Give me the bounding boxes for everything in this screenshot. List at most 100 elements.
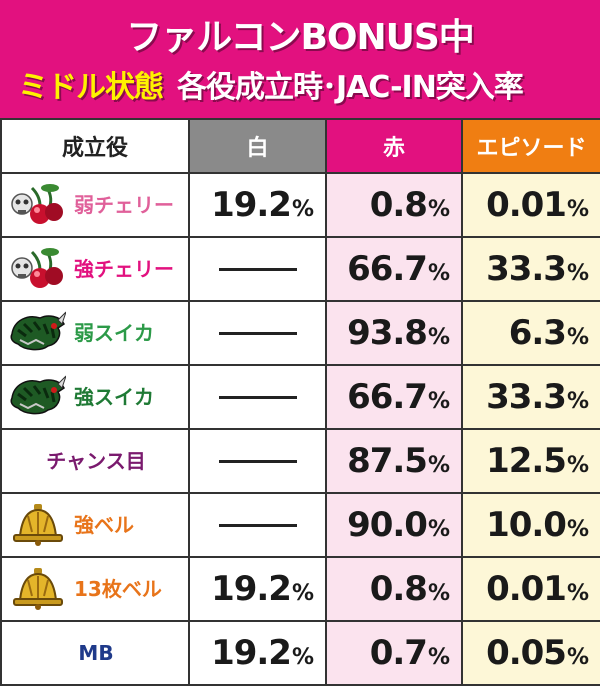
header-red: 赤 bbox=[325, 118, 463, 174]
bell-icon bbox=[10, 502, 66, 546]
rate-number: 0.8 bbox=[369, 569, 428, 609]
rate-number: 19.2 bbox=[211, 185, 292, 225]
percent-sign: % bbox=[566, 389, 589, 414]
table-row: 強スイカ 66.7% 33.3% bbox=[0, 364, 600, 430]
episode-rate-cell: 0.05% bbox=[461, 620, 600, 686]
rate-number: 0.05 bbox=[486, 633, 567, 673]
role-label: 強チェリー bbox=[74, 257, 174, 281]
episode-rate-cell: 33.3% bbox=[461, 364, 600, 430]
red-rate-value: 0.8% bbox=[328, 569, 460, 609]
rate-number: 0.8 bbox=[369, 185, 428, 225]
percent-sign: % bbox=[427, 261, 450, 286]
white-rate-cell bbox=[188, 428, 327, 494]
episode-rate-value: 0.01% bbox=[464, 185, 599, 225]
episode-rate-value: 33.3% bbox=[464, 377, 599, 417]
white-rate-cell: 19.2% bbox=[188, 556, 327, 622]
rate-number: 10.0 bbox=[486, 505, 567, 545]
role-cell: チャンス目 bbox=[0, 428, 190, 494]
role-label: MB bbox=[78, 641, 114, 665]
page-subtitle: ミドル状態 各役成立時･JAC-IN突入率 bbox=[18, 62, 598, 106]
percent-sign: % bbox=[427, 197, 450, 222]
percent-sign: % bbox=[427, 645, 450, 670]
state-label: ミドル状態 bbox=[18, 70, 164, 105]
table-row: 強ベル 90.0% 10.0% bbox=[0, 492, 600, 558]
percent-sign: % bbox=[427, 389, 450, 414]
rate-number: 90.0 bbox=[347, 505, 428, 545]
rate-number: 33.3 bbox=[486, 249, 567, 289]
percent-sign: % bbox=[566, 261, 589, 286]
rate-number: 0.01 bbox=[486, 569, 567, 609]
rate-number: 0.7 bbox=[369, 633, 428, 673]
percent-sign: % bbox=[566, 453, 589, 478]
white-rate-value: 19.2% bbox=[191, 633, 324, 673]
rate-number: 93.8 bbox=[347, 313, 428, 353]
episode-rate-value: 0.01% bbox=[464, 569, 599, 609]
red-rate-cell: 0.7% bbox=[325, 620, 463, 686]
cherry-icon bbox=[10, 246, 66, 290]
white-rate-cell bbox=[188, 364, 327, 430]
episode-rate-value: 0.05% bbox=[464, 633, 599, 673]
cherry-icon bbox=[10, 182, 66, 226]
percent-sign: % bbox=[566, 517, 589, 542]
header-role: 成立役 bbox=[0, 118, 190, 174]
white-rate-cell bbox=[188, 300, 327, 366]
table-row: チャンス目 87.5% 12.5% bbox=[0, 428, 600, 494]
role-cell: 強チェリー bbox=[0, 236, 190, 302]
watermelon-icon bbox=[10, 374, 67, 418]
episode-rate-value: 10.0% bbox=[464, 505, 599, 545]
red-rate-value: 0.7% bbox=[328, 633, 460, 673]
rate-number: 19.2 bbox=[211, 633, 292, 673]
role-label: チャンス目 bbox=[46, 449, 146, 473]
table-row: 強チェリー 66.7% 33.3% bbox=[0, 236, 600, 302]
dash-mark bbox=[218, 459, 297, 463]
episode-rate-value: 33.3% bbox=[464, 249, 599, 289]
role-label: 13枚ベル bbox=[74, 577, 162, 601]
table-row: 弱スイカ 93.8% 6.3% bbox=[0, 300, 600, 366]
role-cell: 13枚ベル bbox=[0, 556, 190, 622]
header-banner: ファルコンBONUS中 ミドル状態 各役成立時･JAC-IN突入率 bbox=[0, 0, 600, 118]
watermelon-icon bbox=[10, 310, 67, 354]
episode-rate-cell: 6.3% bbox=[461, 300, 600, 366]
percent-sign: % bbox=[291, 197, 314, 222]
role-label: 弱チェリー bbox=[74, 193, 174, 217]
role-label: 強スイカ bbox=[74, 385, 154, 409]
rate-number: 0.01 bbox=[486, 185, 567, 225]
red-rate-cell: 90.0% bbox=[325, 492, 463, 558]
episode-rate-cell: 10.0% bbox=[461, 492, 600, 558]
episode-rate-cell: 12.5% bbox=[461, 428, 600, 494]
red-rate-cell: 0.8% bbox=[325, 172, 463, 238]
role-cell: 弱チェリー bbox=[0, 172, 190, 238]
percent-sign: % bbox=[427, 325, 450, 350]
red-rate-value: 66.7% bbox=[328, 377, 460, 417]
rate-number: 87.5 bbox=[347, 441, 428, 481]
table-row: MB 19.2% 0.7% 0.05% bbox=[0, 620, 600, 686]
role-label: 弱スイカ bbox=[74, 321, 154, 345]
rate-number: 66.7 bbox=[347, 249, 428, 289]
percent-sign: % bbox=[566, 197, 589, 222]
table-row: 弱チェリー 19.2% 0.8% 0.01% bbox=[0, 172, 600, 238]
header-white: 白 bbox=[188, 118, 327, 174]
percent-sign: % bbox=[427, 453, 450, 478]
dash-mark bbox=[218, 523, 297, 527]
table-row: 13枚ベル 19.2% 0.8% 0.01% bbox=[0, 556, 600, 622]
role-cell: 強ベル bbox=[0, 492, 190, 558]
percent-sign: % bbox=[427, 581, 450, 606]
white-rate-cell: 19.2% bbox=[188, 620, 327, 686]
bell-icon bbox=[10, 566, 66, 610]
role-cell: 強スイカ bbox=[0, 364, 190, 430]
percent-sign: % bbox=[291, 581, 314, 606]
red-rate-cell: 66.7% bbox=[325, 364, 463, 430]
red-rate-value: 87.5% bbox=[328, 441, 460, 481]
dash-mark bbox=[218, 331, 297, 335]
white-rate-cell bbox=[188, 492, 327, 558]
dash-mark bbox=[218, 267, 297, 271]
episode-rate-value: 12.5% bbox=[464, 441, 599, 481]
red-rate-value: 66.7% bbox=[328, 249, 460, 289]
episode-rate-value: 6.3% bbox=[464, 313, 599, 353]
red-rate-cell: 93.8% bbox=[325, 300, 463, 366]
red-rate-cell: 87.5% bbox=[325, 428, 463, 494]
episode-rate-cell: 0.01% bbox=[461, 172, 600, 238]
role-cell: MB bbox=[0, 620, 190, 686]
rate-number: 33.3 bbox=[486, 377, 567, 417]
header-episode: エピソード bbox=[461, 118, 600, 174]
